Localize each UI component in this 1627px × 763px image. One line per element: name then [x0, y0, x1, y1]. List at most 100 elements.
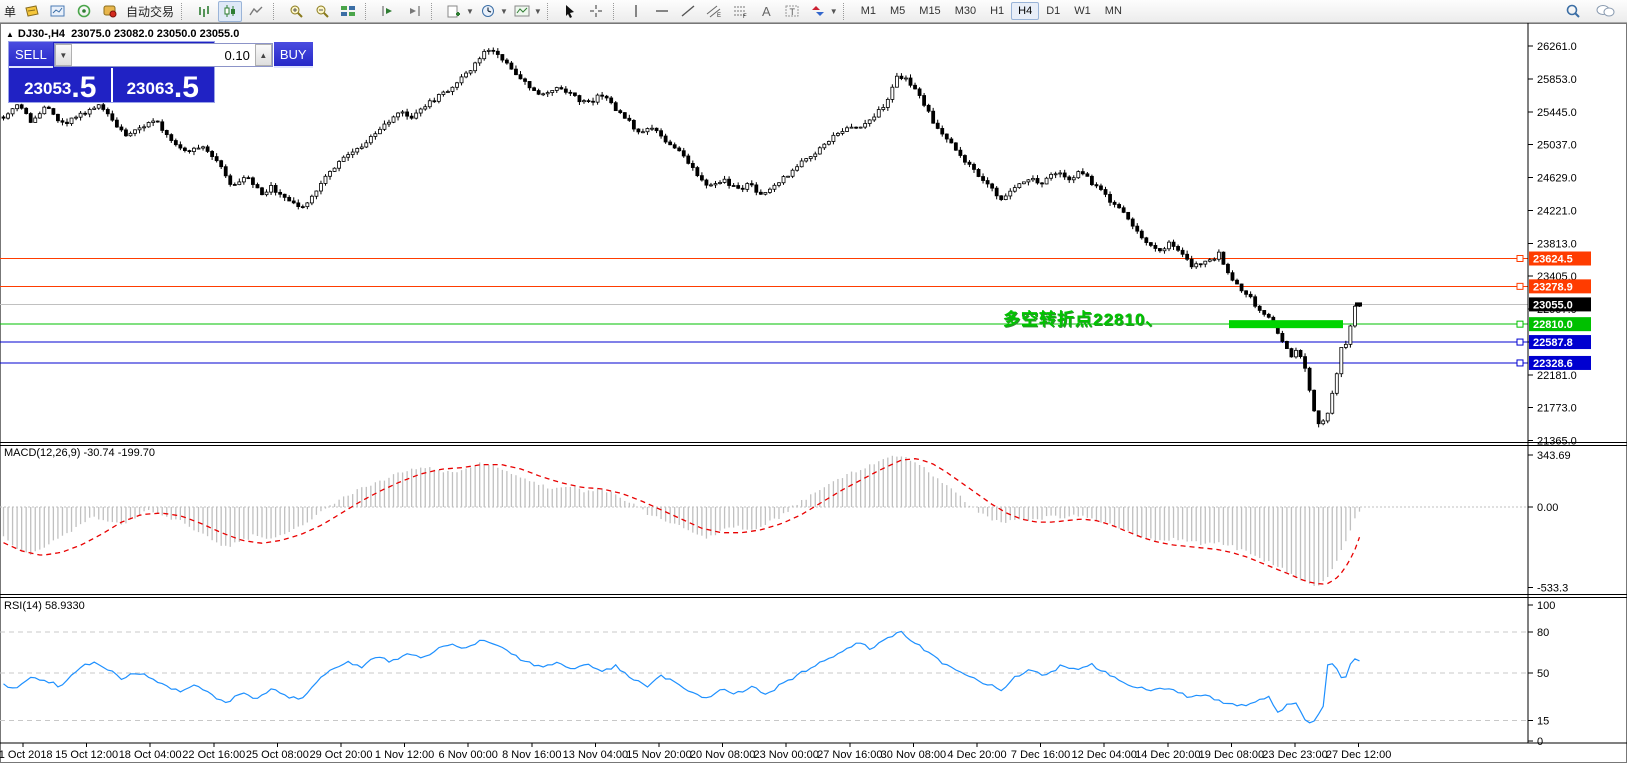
text-label-icon[interactable]: T — [780, 1, 804, 22]
line-handle[interactable] — [1516, 359, 1524, 367]
arrows-icon[interactable] — [806, 1, 830, 22]
time-axis-label: 22 Oct 16:00 — [182, 749, 245, 761]
rsi-axis-label: 50 — [1537, 668, 1549, 680]
price-tick-label: 21365.0 — [1537, 436, 1577, 448]
autotrading-label[interactable]: 自动交易 — [126, 4, 175, 19]
trendline-icon[interactable] — [676, 1, 700, 22]
indicators-dropdown-icon[interactable]: ▼ — [466, 6, 474, 16]
line-price-label: 23278.9 — [1533, 281, 1573, 293]
line-chart-icon[interactable] — [244, 1, 268, 22]
chart-annotation-text[interactable]: 多空转折点22810、 — [1003, 310, 1164, 329]
indicator-axes: 343.69 0.00 -533.3 100 80 50 15 0 — [1528, 450, 1571, 748]
chart-window[interactable] — [0, 23, 1627, 763]
buy-price-fraction: .5 — [173, 70, 199, 104]
time-axis-label: 23 Nov 00:00 — [753, 749, 818, 761]
buy-button[interactable]: BUY — [273, 42, 313, 68]
periods-icon[interactable] — [476, 1, 500, 22]
timeframe-H1[interactable]: H1 — [990, 5, 1005, 17]
signals-icon[interactable] — [72, 1, 96, 22]
text-icon[interactable]: A — [754, 1, 778, 22]
time-axis-label: 13 Nov 04:00 — [563, 749, 628, 761]
timeframe-W1[interactable]: W1 — [1074, 5, 1091, 17]
horizontal-line-icon[interactable] — [650, 1, 674, 22]
templates-icon[interactable] — [510, 1, 534, 22]
chart-canvas[interactable]: 26261.0 25853.0 25445.0 25037.0 24629.0 24221… — [0, 23, 1627, 763]
timeframe-M1[interactable]: M1 — [860, 5, 876, 17]
trade-panel-prices: 23053 .5 23063 .5 — [9, 68, 214, 102]
volume-increase-button[interactable]: ▲ — [254, 44, 272, 66]
macd-axis-label: 0.00 — [1537, 502, 1558, 514]
toolbar-separator — [612, 2, 619, 20]
price-tick-label: 25853.0 — [1537, 74, 1577, 86]
line-handle[interactable] — [1516, 282, 1524, 290]
line-handle[interactable] — [1516, 338, 1524, 346]
templates-dropdown-icon[interactable]: ▼ — [533, 6, 542, 16]
time-axis-label: 15 Oct 12:00 — [55, 749, 118, 761]
zoom-in-icon[interactable] — [284, 1, 308, 22]
time-axis-label: 19 Dec 08:00 — [1199, 749, 1264, 761]
sell-price[interactable]: 23053 .5 — [9, 68, 112, 102]
svg-text:T: T — [789, 7, 795, 17]
timeframe-D1[interactable]: D1 — [1046, 5, 1061, 17]
line-handle[interactable] — [1516, 255, 1524, 263]
indicators-icon[interactable] — [442, 1, 466, 22]
timeframe-M15[interactable]: M15 — [919, 5, 941, 17]
line-price-label: 23624.5 — [1533, 254, 1573, 266]
new-order-label[interactable]: 单 — [4, 4, 17, 19]
buy-price-main: 23063 — [126, 79, 174, 98]
toolbar-right — [1561, 1, 1625, 22]
horizontal-line-objects[interactable] — [0, 258, 1528, 364]
timeframe-M5[interactable]: M5 — [890, 5, 906, 17]
trend-segment-object[interactable] — [1229, 320, 1343, 329]
trade-panel-top-row: SELL ▼ ▲ BUY — [9, 42, 313, 68]
price-tick-label: 24629.0 — [1537, 173, 1577, 185]
toolbar: 单 自动交易 — [0, 0, 1627, 23]
chart-window-icon[interactable] — [46, 1, 70, 22]
search-icon[interactable] — [1561, 1, 1585, 22]
toolbar-separator — [431, 2, 437, 20]
vertical-line-icon[interactable] — [624, 1, 648, 22]
sell-button[interactable]: SELL — [9, 42, 53, 68]
macd-axis-label: -533.3 — [1537, 583, 1568, 595]
sell-price-main: 23053 — [24, 79, 72, 98]
chart-shift-icon[interactable] — [402, 1, 426, 22]
cursor-icon[interactable] — [558, 1, 582, 22]
macd-axis-label: 343.69 — [1537, 450, 1571, 462]
new-order-icon[interactable] — [20, 1, 44, 22]
timeframe-M30[interactable]: M30 — [954, 5, 977, 17]
arrows-dropdown-icon[interactable]: ▼ — [829, 6, 838, 16]
volume-decrease-button[interactable]: ▼ — [54, 44, 72, 66]
time-axis-label: 6 Nov 00:00 — [439, 749, 498, 761]
toolbar-separator — [181, 2, 187, 20]
crosshair-icon[interactable] — [584, 1, 608, 22]
timeframe-H4[interactable]: H4 — [1011, 2, 1040, 20]
time-axis-label: 30 Nov 08:00 — [881, 749, 946, 761]
rsi-indicator-label: RSI(14) 58.9330 — [4, 600, 85, 612]
bid-price-label: 23055.0 — [1533, 299, 1573, 311]
svg-text:F: F — [743, 14, 747, 18]
periods-dropdown-icon[interactable]: ▼ — [499, 6, 508, 16]
equidistant-channel-icon[interactable]: E — [702, 1, 726, 22]
timeframe-MN[interactable]: MN — [1104, 5, 1122, 17]
trade-panel-divider — [110, 68, 113, 102]
candlestick-icon[interactable] — [218, 0, 243, 22]
last-price-marker — [1355, 302, 1362, 307]
line-handle[interactable] — [1516, 320, 1524, 328]
fibonacci-icon[interactable]: F — [728, 1, 752, 22]
time-axis-label: 29 Oct 20:00 — [310, 749, 373, 761]
price-axis[interactable]: 26261.0 25853.0 25445.0 25037.0 24629.0 24221… — [1528, 41, 1577, 448]
zoom-out-icon[interactable] — [310, 1, 334, 22]
chat-icon[interactable] — [1593, 1, 1617, 22]
volume-input[interactable] — [71, 44, 255, 66]
bar-chart-icon[interactable] — [192, 1, 216, 22]
collapse-subwindow-icon[interactable]: ▲ — [6, 30, 14, 39]
toolbar-separator — [546, 2, 553, 20]
time-axis-label: 14 Dec 20:00 — [1135, 749, 1200, 761]
buy-price[interactable]: 23063 .5 — [112, 68, 215, 102]
auto-scroll-icon[interactable] — [376, 1, 400, 22]
time-axis-label: 27 Dec 12:00 — [1326, 749, 1391, 761]
autotrading-icon[interactable] — [98, 1, 122, 22]
tile-windows-icon[interactable] — [336, 1, 360, 22]
